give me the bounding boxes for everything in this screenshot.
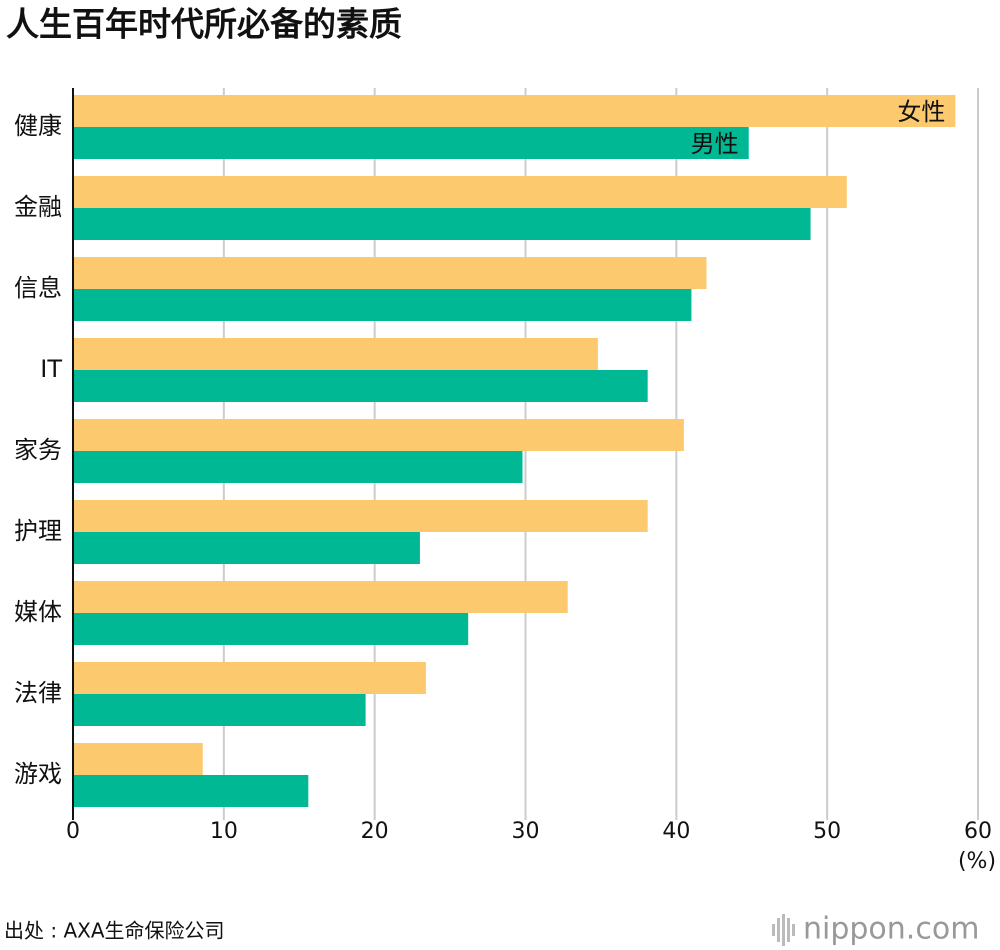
bar (73, 95, 956, 127)
bar (73, 208, 811, 240)
bar (73, 532, 420, 564)
y-tick-label: 法律 (14, 679, 62, 707)
y-tick-label: 游戏 (14, 760, 62, 788)
source: 出处 : AXA生命保险公司 (4, 919, 225, 943)
unit-label: (%) (958, 849, 996, 874)
x-tick-label: 30 (512, 819, 540, 844)
y-tick-label: 健康 (14, 112, 62, 140)
y-tick-label: 家务 (14, 436, 62, 464)
bar (73, 370, 648, 402)
bar (73, 419, 684, 451)
y-tick-label: 媒体 (14, 598, 62, 626)
x-tick-label: 0 (66, 819, 80, 844)
bar (73, 289, 692, 321)
logo-icon (772, 914, 795, 946)
x-tick-label: 10 (210, 819, 238, 844)
x-tick-label: 50 (813, 819, 841, 844)
x-tick-label: 20 (361, 819, 389, 844)
bar (73, 500, 648, 532)
bar (73, 451, 523, 483)
y-tick-label: 护理 (14, 517, 62, 545)
legend-label: 女性 (897, 98, 945, 126)
logo: nippon.com (803, 912, 979, 947)
bar (73, 613, 469, 645)
bar (73, 127, 749, 159)
bar (73, 662, 426, 694)
y-tick-label: IT (40, 355, 62, 383)
bar (73, 694, 366, 726)
bar (73, 743, 203, 775)
x-tick-label: 40 (662, 819, 690, 844)
chart-title: 人生百年时代所必备的素质 (6, 5, 402, 44)
bar (73, 775, 309, 807)
bar (73, 338, 598, 370)
legend-label: 男性 (691, 130, 739, 158)
y-tick-label: 信息 (14, 274, 62, 302)
bar (73, 176, 847, 208)
bar (73, 257, 707, 289)
x-tick-label: 60 (964, 819, 992, 844)
bar (73, 581, 568, 613)
y-tick-label: 金融 (14, 193, 62, 221)
